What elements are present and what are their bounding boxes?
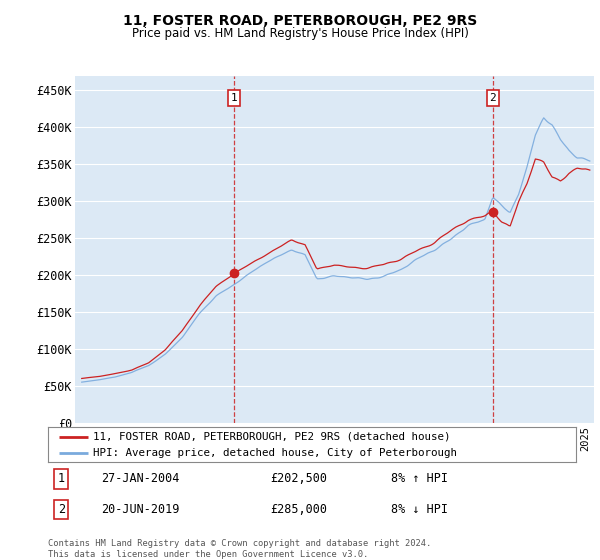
- Text: 27-JAN-2004: 27-JAN-2004: [101, 473, 179, 486]
- Text: 1: 1: [230, 93, 238, 103]
- Text: 2: 2: [490, 93, 496, 103]
- Text: £202,500: £202,500: [270, 473, 327, 486]
- Text: 1: 1: [58, 473, 65, 486]
- Text: 2: 2: [58, 503, 65, 516]
- Text: 20-JUN-2019: 20-JUN-2019: [101, 503, 179, 516]
- Text: Contains HM Land Registry data © Crown copyright and database right 2024.
This d: Contains HM Land Registry data © Crown c…: [48, 539, 431, 559]
- Text: £285,000: £285,000: [270, 503, 327, 516]
- Text: Price paid vs. HM Land Registry's House Price Index (HPI): Price paid vs. HM Land Registry's House …: [131, 27, 469, 40]
- Text: HPI: Average price, detached house, City of Peterborough: HPI: Average price, detached house, City…: [93, 447, 457, 458]
- Text: 8% ↑ HPI: 8% ↑ HPI: [391, 473, 448, 486]
- Text: 8% ↓ HPI: 8% ↓ HPI: [391, 503, 448, 516]
- Text: 11, FOSTER ROAD, PETERBOROUGH, PE2 9RS (detached house): 11, FOSTER ROAD, PETERBOROUGH, PE2 9RS (…: [93, 432, 451, 442]
- Text: 11, FOSTER ROAD, PETERBOROUGH, PE2 9RS: 11, FOSTER ROAD, PETERBOROUGH, PE2 9RS: [123, 14, 477, 28]
